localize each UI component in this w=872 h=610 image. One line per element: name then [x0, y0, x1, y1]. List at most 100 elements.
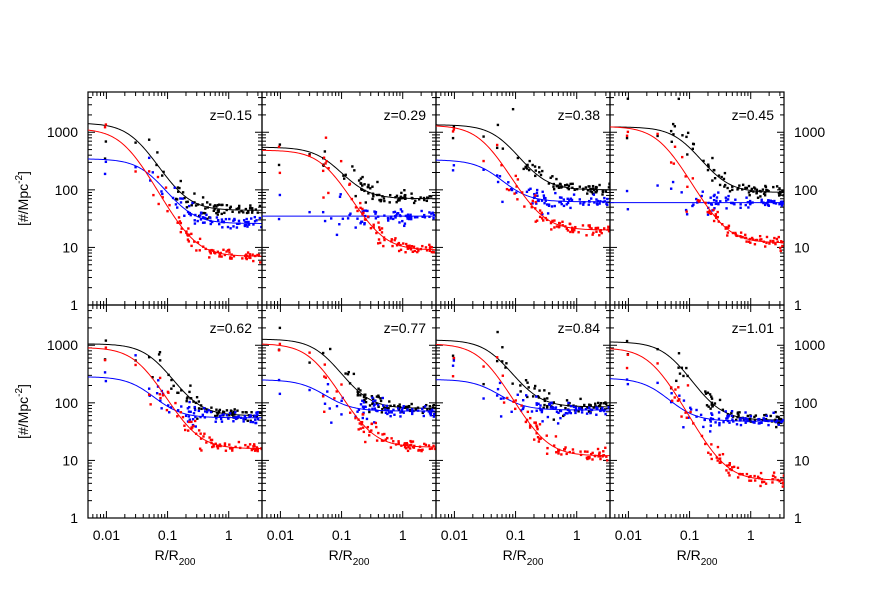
data-point-all: [394, 196, 397, 199]
data-point-red: [697, 200, 701, 203]
data-point-red: [526, 410, 530, 414]
data-point-blue: [671, 180, 675, 184]
data-point-all: [681, 134, 684, 137]
data-point-red: [251, 253, 254, 256]
data-point-all: [228, 413, 231, 417]
data-point-red: [156, 175, 160, 179]
y-tick-label: 1: [794, 510, 802, 526]
data-point-all: [104, 140, 108, 143]
data-point-red: [600, 231, 603, 235]
data-point-all: [401, 196, 405, 200]
x-axis-title: R/R200: [155, 547, 196, 568]
data-point-blue: [215, 417, 218, 420]
data-point-red: [375, 439, 379, 442]
data-point-blue: [670, 392, 673, 395]
data-point-red: [741, 235, 744, 239]
data-point-all: [711, 405, 714, 408]
data-point-blue: [555, 410, 559, 414]
data-point-all: [179, 179, 182, 183]
data-point-all: [352, 372, 356, 376]
data-point-blue: [568, 198, 571, 201]
data-point-blue: [764, 419, 767, 423]
data-point-red: [672, 162, 676, 165]
data-point-blue: [187, 410, 191, 413]
data-point-red: [678, 398, 681, 401]
data-point-red: [397, 440, 400, 443]
data-point-all: [206, 217, 209, 221]
data-point-red: [229, 446, 233, 450]
data-point-red: [717, 220, 720, 223]
data-point-red: [771, 481, 774, 484]
data-point-red: [538, 215, 542, 219]
data-point-blue: [411, 411, 414, 414]
data-point-blue: [192, 412, 196, 415]
data-point-blue: [402, 405, 405, 408]
data-point-all: [536, 395, 540, 398]
data-point-all: [367, 192, 370, 195]
data-point-red: [193, 240, 196, 243]
data-point-blue: [762, 201, 765, 204]
data-point-all: [590, 191, 594, 194]
panel-data: [610, 97, 784, 253]
data-point-red: [686, 185, 689, 189]
data-point-red: [380, 227, 384, 230]
data-point-all: [245, 211, 249, 215]
data-point-blue: [151, 171, 155, 174]
data-point-red: [161, 196, 164, 199]
data-point-blue: [602, 200, 605, 204]
data-point-red: [361, 213, 364, 216]
data-point-red: [406, 247, 410, 250]
data-point-red: [591, 451, 594, 455]
data-point-all: [677, 352, 681, 355]
data-point-blue: [209, 222, 212, 226]
data-point-blue: [767, 419, 770, 423]
data-point-red: [566, 229, 570, 232]
data-point-red: [540, 211, 543, 214]
data-point-blue: [339, 193, 342, 196]
data-point-all: [251, 209, 254, 212]
data-point-red: [354, 416, 357, 420]
data-point-all: [756, 196, 760, 199]
data-point-red: [278, 342, 282, 346]
data-point-all: [428, 195, 431, 198]
data-point-all: [197, 400, 201, 403]
data-point-all: [389, 193, 392, 197]
panel-2: z=0.29: [261, 91, 437, 306]
data-point-all: [552, 182, 556, 186]
data-point-blue: [308, 388, 311, 392]
data-point-red: [237, 440, 241, 444]
data-point-all: [669, 129, 673, 133]
data-point-red: [308, 351, 311, 354]
data-point-all: [403, 194, 406, 197]
data-point-red: [596, 226, 600, 230]
data-point-red: [423, 442, 426, 446]
data-point-all: [741, 183, 745, 187]
data-point-all: [524, 165, 527, 169]
data-point-red: [245, 253, 248, 256]
x-tick-label: 0.01: [441, 527, 468, 543]
data-point-all: [531, 395, 535, 398]
data-point-blue: [595, 413, 598, 416]
data-point-blue: [557, 411, 560, 415]
data-point-red: [386, 436, 389, 440]
data-point-all: [218, 408, 222, 412]
data-point-all: [308, 153, 311, 156]
data-point-all: [426, 196, 430, 200]
data-point-red: [725, 226, 728, 229]
data-point-blue: [583, 201, 586, 204]
data-point-red: [380, 231, 384, 234]
data-point-blue: [559, 416, 562, 420]
data-point-blue: [533, 192, 536, 196]
data-point-blue: [189, 410, 192, 414]
data-point-red: [601, 455, 604, 458]
data-point-blue: [770, 419, 774, 423]
data-point-all: [589, 187, 592, 191]
data-point-blue: [709, 420, 712, 423]
data-point-blue: [718, 423, 721, 427]
data-point-red: [404, 444, 407, 447]
data-point-red: [778, 480, 781, 483]
data-point-all: [386, 407, 389, 410]
data-point-red: [190, 244, 193, 248]
data-point-red: [772, 474, 775, 478]
data-point-red: [482, 365, 485, 368]
